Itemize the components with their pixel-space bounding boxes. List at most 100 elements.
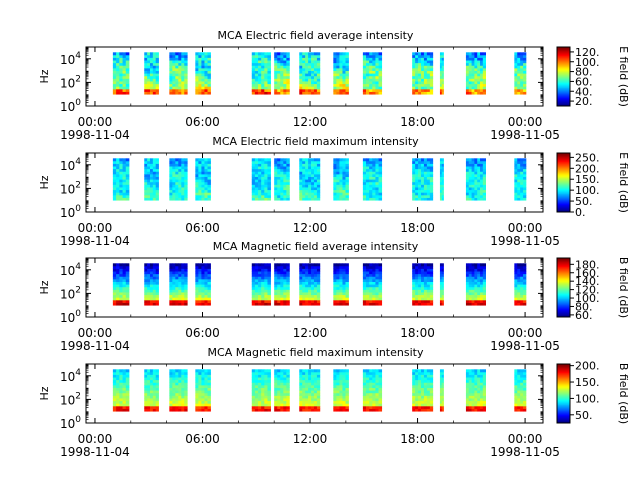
spectrogram-cell: [277, 268, 281, 272]
spectrogram-cell: [201, 166, 205, 170]
spectrogram-cell: [418, 158, 422, 162]
colorbar-swatch: [557, 160, 570, 163]
spectrogram-cell: [333, 163, 337, 167]
spectrogram-cell: [201, 268, 205, 272]
spectrogram-cell: [369, 374, 373, 378]
spectrogram-cell: [149, 75, 154, 79]
spectrogram-cell: [195, 385, 199, 388]
spectrogram-cell: [415, 392, 419, 396]
colorbar-swatch: [557, 60, 570, 63]
spectrogram-cell: [119, 398, 123, 402]
spectrogram-cell: [175, 65, 179, 69]
spectrogram-cell: [311, 189, 315, 193]
spectrogram-cell: [251, 392, 256, 396]
spectrogram-cell: [429, 75, 434, 79]
spectrogram-cell: [311, 297, 315, 301]
spectrogram-cell: [339, 163, 343, 167]
y-tick-label: 104: [60, 51, 81, 67]
spectrogram-cell: [184, 281, 188, 285]
spectrogram-cell: [311, 78, 315, 82]
spectrogram-cell: [302, 263, 306, 267]
spectrogram-cell: [426, 403, 431, 407]
spectrogram-cell: [198, 279, 202, 282]
spectrogram-cell: [195, 168, 199, 172]
spectrogram-cell: [339, 273, 343, 277]
spectrogram-cell: [144, 194, 148, 198]
spectrogram-cell: [181, 302, 185, 306]
spectrogram-cell: [251, 385, 256, 388]
spectrogram-cell: [169, 387, 173, 391]
spectrogram-cell: [366, 166, 370, 170]
spectrogram-cell: [439, 171, 443, 175]
spectrogram-cell: [372, 158, 376, 162]
spectrogram-block: [195, 263, 211, 306]
spectrogram-cell: [514, 168, 518, 172]
spectrogram-cell: [372, 62, 376, 66]
spectrogram-cell: [280, 382, 284, 386]
spectrogram-cell: [480, 302, 484, 306]
spectrogram-cell: [207, 374, 211, 378]
spectrogram-cell: [372, 403, 376, 407]
spectrogram-cell: [116, 174, 120, 177]
spectrogram-cell: [119, 369, 123, 373]
spectrogram-cell: [333, 184, 337, 188]
spectrogram-cell: [198, 60, 202, 64]
spectrogram-cell: [316, 276, 321, 280]
spectrogram-cell: [201, 65, 205, 69]
spectrogram-cell: [426, 302, 431, 306]
spectrogram-cell: [465, 88, 470, 92]
spectrogram-cell: [342, 387, 346, 391]
spectrogram-cell: [415, 70, 419, 74]
spectrogram-cell: [116, 83, 120, 87]
spectrogram-cell: [316, 60, 321, 64]
spectrogram-cell: [471, 299, 475, 303]
spectrogram-cell: [283, 263, 287, 267]
colorbar-swatch: [557, 74, 570, 76]
spectrogram-cell: [299, 192, 303, 196]
spectrogram-cell: [426, 176, 431, 180]
spectrogram-cell: [258, 390, 262, 394]
spectrogram-cell: [412, 83, 416, 87]
spectrogram-cell: [421, 184, 425, 188]
spectrogram-cell: [155, 179, 159, 183]
spectrogram-cell: [305, 184, 309, 188]
spectrogram-cell: [181, 271, 185, 275]
spectrogram-cell: [415, 302, 419, 306]
spectrogram-cell: [112, 70, 117, 74]
spectrogram-cell: [302, 289, 306, 293]
spectrogram-cell: [465, 279, 470, 282]
spectrogram-cell: [418, 408, 422, 412]
spectrogram-cell: [261, 158, 265, 162]
spectrogram-cell: [149, 405, 154, 409]
spectrogram-cell: [198, 395, 202, 399]
spectrogram-cell: [415, 62, 419, 66]
spectrogram-cell: [286, 54, 290, 58]
spectrogram-cell: [305, 60, 309, 64]
spectrogram-cell: [149, 263, 154, 267]
spectrogram-cell: [201, 263, 205, 267]
spectrogram-cell: [333, 171, 337, 175]
spectrogram-cell: [477, 281, 481, 285]
spectrogram-cell: [204, 86, 208, 90]
spectrogram-cell: [116, 377, 120, 381]
spectrogram-cell: [122, 197, 127, 201]
colorbar-swatch: [557, 294, 570, 297]
spectrogram-cell: [426, 57, 431, 61]
spectrogram-cell: [418, 271, 422, 275]
spectrogram-cell: [308, 392, 312, 396]
spectrogram-cell: [369, 400, 373, 404]
spectrogram-cell: [302, 184, 306, 188]
spectrogram-cell: [178, 276, 182, 280]
spectrogram-cell: [514, 158, 518, 162]
spectrogram-cell: [274, 377, 278, 381]
spectrogram-cell: [204, 78, 208, 82]
spectrogram-cell: [277, 279, 281, 282]
spectrogram-cell: [477, 273, 481, 277]
spectrogram-cell: [204, 284, 208, 288]
spectrogram-cell: [207, 382, 211, 386]
colorbar-swatch: [557, 170, 570, 172]
spectrogram-cell: [201, 392, 205, 396]
spectrogram-cell: [477, 286, 481, 290]
spectrogram-cell: [418, 65, 422, 69]
spectrogram-cell: [302, 286, 306, 290]
